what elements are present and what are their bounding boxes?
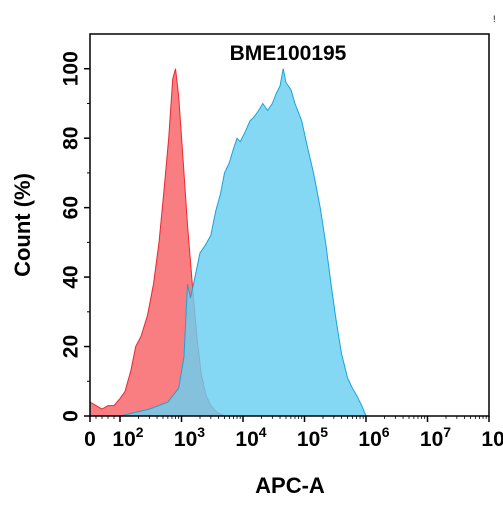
x-axis-label: APC-A: [255, 473, 325, 498]
y-tick-label: 40: [60, 265, 83, 288]
y-tick-label: 20: [60, 335, 83, 358]
x-tick-label: 107: [420, 424, 451, 451]
x-tick-label: 102: [112, 424, 143, 451]
x-tick-label: 0: [84, 428, 96, 451]
y-tick-label: 100: [60, 51, 83, 86]
x-tick-label: 103: [174, 424, 205, 451]
x-tick-label: 104: [235, 424, 266, 451]
y-tick-label: 0: [60, 410, 83, 422]
plot-frame: [89, 33, 490, 417]
y-tick-label: 60: [60, 196, 83, 219]
y-axis-label: Count (%): [10, 173, 35, 277]
x-tick-label: 106: [358, 424, 389, 451]
x-tick-label: 108: [481, 424, 503, 451]
histogram-series-2: [90, 68, 489, 416]
chart-title: BME100195: [230, 42, 347, 65]
x-tick-label: 105: [297, 424, 328, 451]
y-tick-label: 80: [60, 127, 83, 150]
corner-mark: !: [493, 14, 496, 24]
